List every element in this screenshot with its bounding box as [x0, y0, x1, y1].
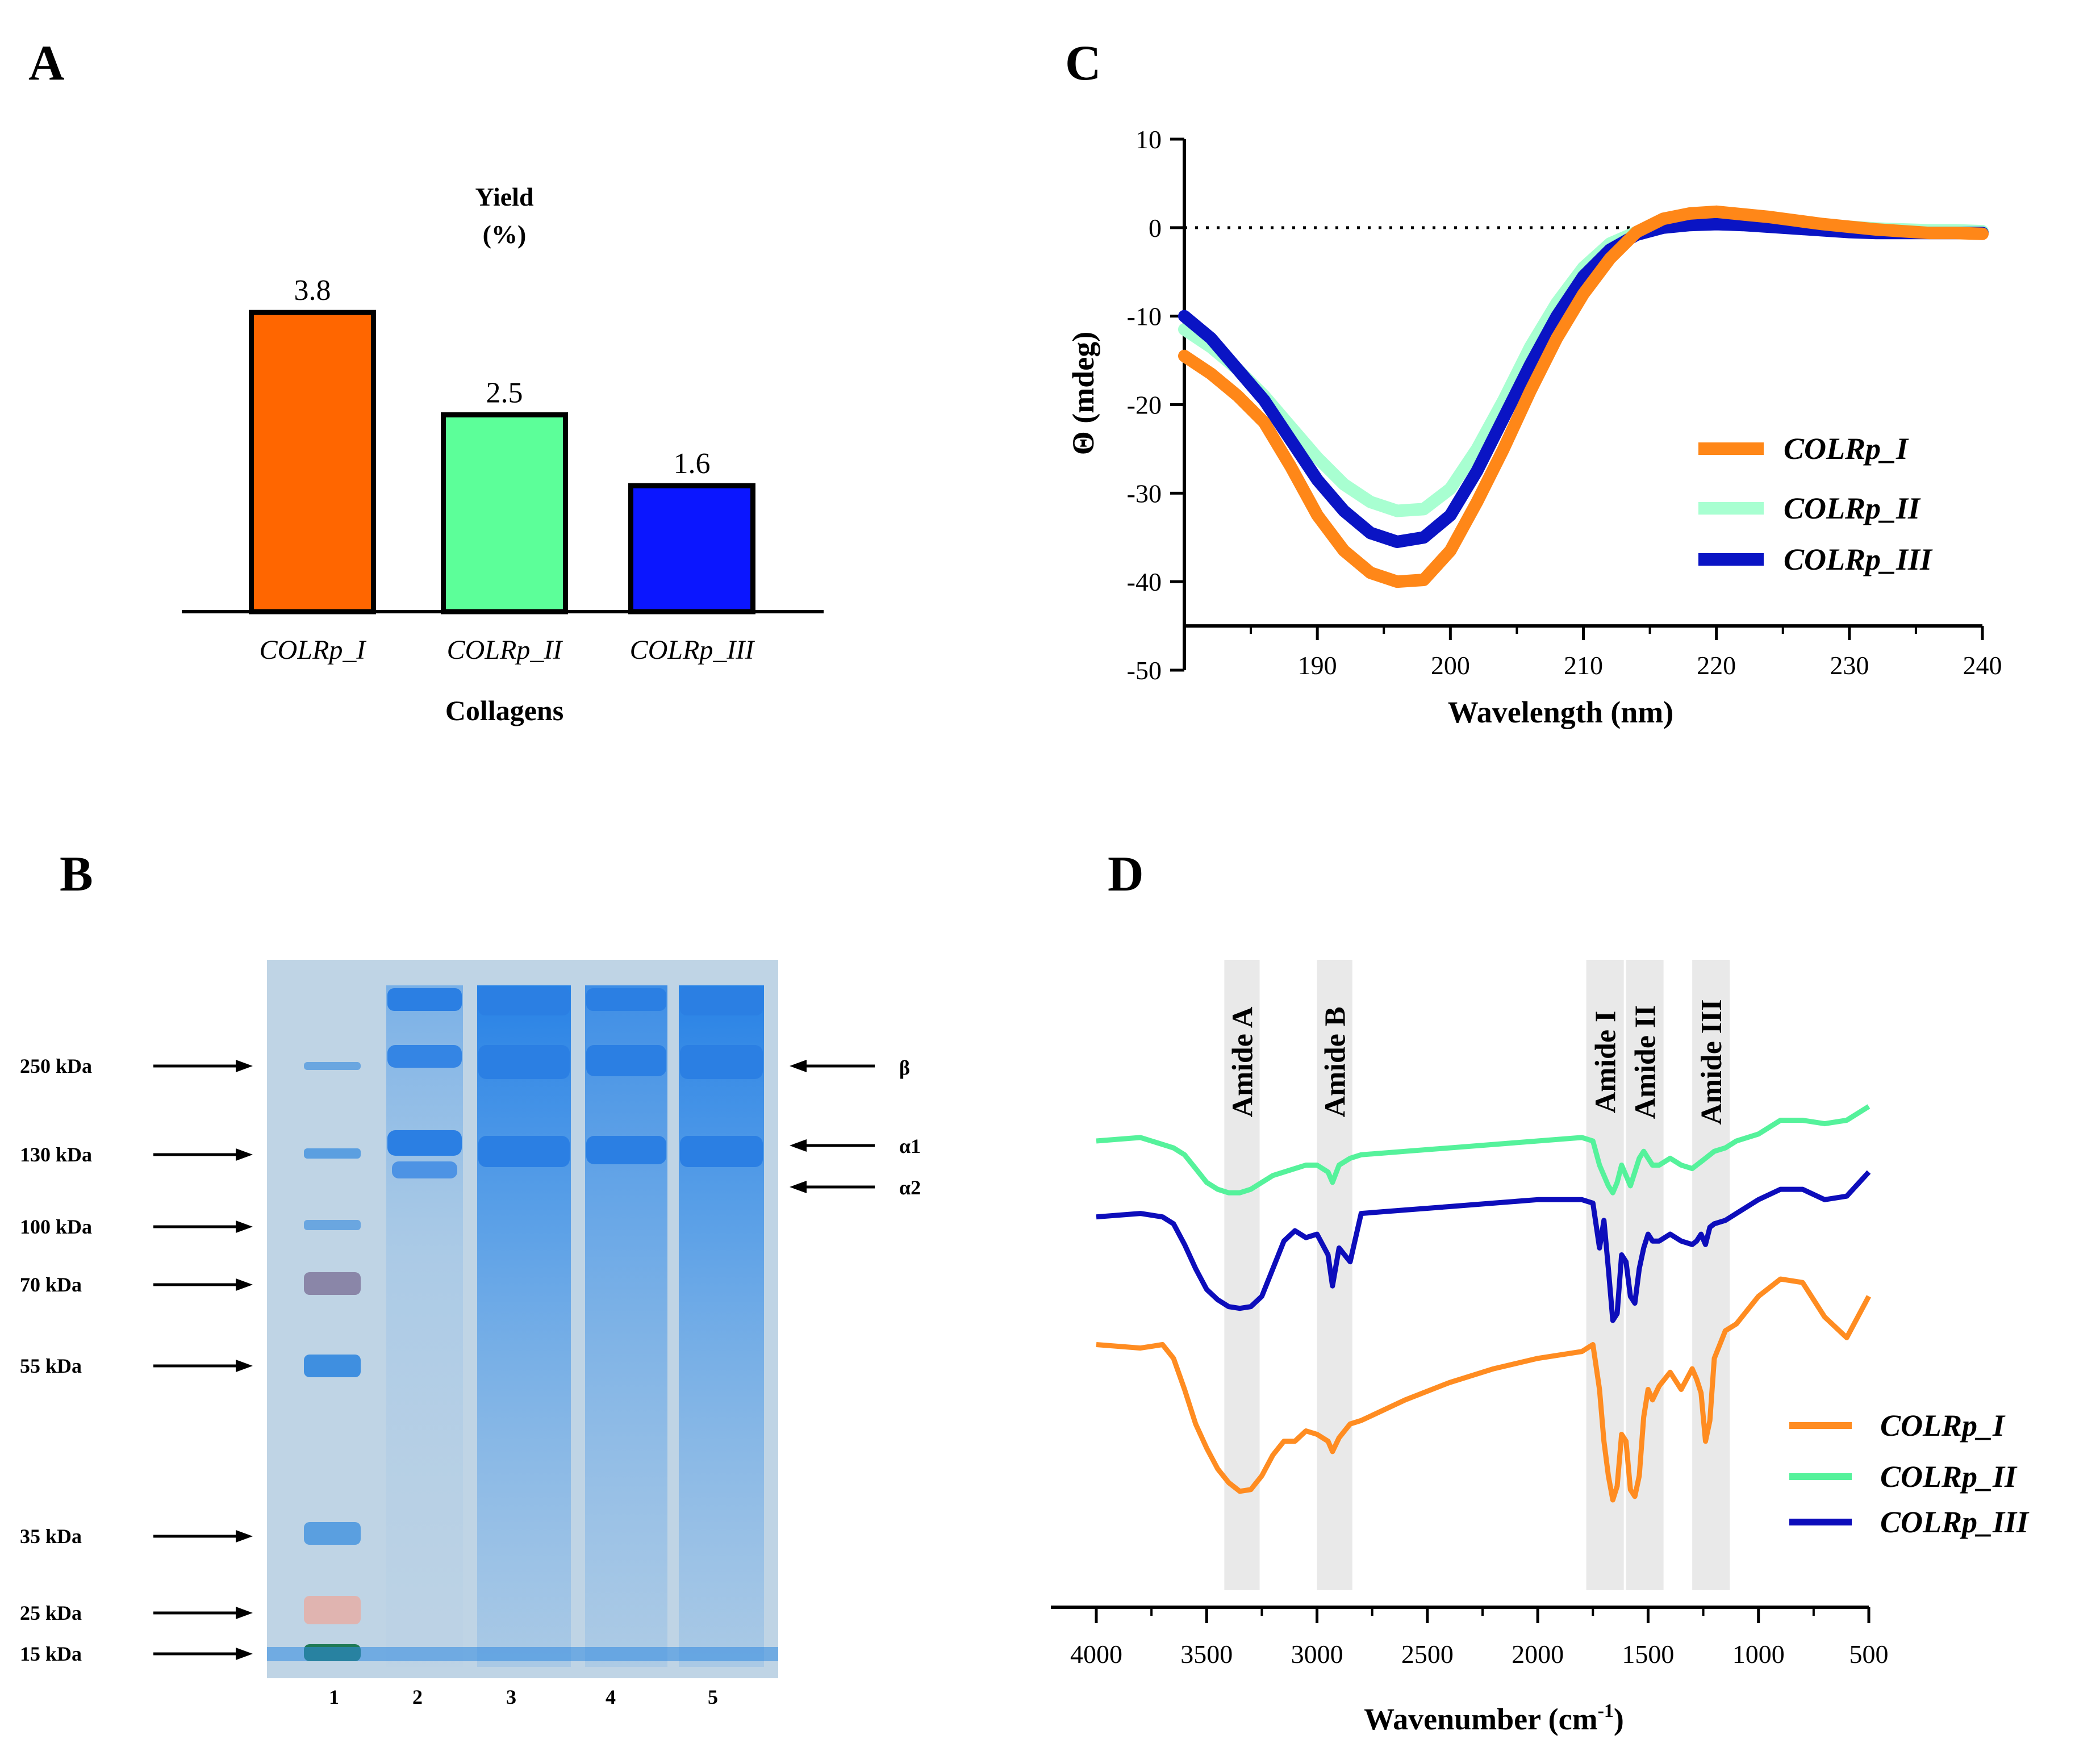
lane-number: 2: [412, 1686, 423, 1708]
x-tick-label: 200: [1431, 651, 1470, 680]
x-tick-label: 240: [1963, 651, 2002, 680]
panel-label-c: C: [1065, 36, 1101, 91]
cd-series-colrp-i: [1178, 205, 1989, 588]
x-tick-label: 3000: [1291, 1640, 1343, 1669]
x-tick-label: 2500: [1401, 1640, 1454, 1669]
y-axis-title: Θ (mdeg): [1066, 332, 1100, 455]
alpha2-label: α2: [899, 1176, 921, 1199]
legend-label: COLRp_II: [1880, 1460, 2018, 1494]
x-tick-label: 2000: [1512, 1640, 1564, 1669]
gel-lane-4: [585, 985, 667, 1667]
marker-arrowhead: [236, 1148, 253, 1161]
amide-band-label: Amide B: [1320, 1007, 1352, 1118]
y-tick-label: -50: [1127, 656, 1162, 685]
category-label: COLRp_I: [260, 635, 367, 665]
ftir-series-colrp-ii: [1096, 1104, 1871, 1195]
gel-bands: [387, 987, 763, 1178]
y-tick-label: 0: [1149, 214, 1162, 243]
x-tick-label: 1000: [1732, 1640, 1785, 1669]
marker-label: 250 kDa: [20, 1055, 92, 1077]
x-tick-label: 230: [1830, 651, 1869, 680]
marker-label: 25 kDa: [20, 1602, 82, 1624]
sds-page-gel: [267, 960, 778, 1678]
amide-band-label: Amide A: [1226, 1006, 1259, 1117]
x-tick-label: 3500: [1180, 1640, 1233, 1669]
y-tick-label: -10: [1127, 302, 1162, 331]
x-axis-title: Wavelength (nm): [1448, 695, 1674, 729]
y-tick-label: 10: [1135, 125, 1162, 154]
ftir-spectrum-chart: Amide A Amide B Amide I Amide II Amide III 40…: [1051, 960, 2030, 1736]
marker-label: 55 kDa: [20, 1355, 82, 1377]
legend-label: COLRp_I: [1880, 1408, 2006, 1443]
marker-labels: 250 kDa 130 kDa 100 kDa 70 kDa 55 kDa 35 kDa 2…: [20, 1055, 253, 1665]
panel-label-b: B: [60, 847, 93, 902]
x-tick-label: 210: [1564, 651, 1603, 680]
beta-label: β: [899, 1056, 910, 1079]
ftir-series-colrp-i: [1096, 1276, 1871, 1503]
lane-numbers: 1 2 3 4 5: [329, 1686, 718, 1708]
lane-number: 1: [329, 1686, 339, 1708]
legend-label: COLRp_III: [1880, 1505, 2030, 1539]
gel-lane-5: [679, 985, 764, 1667]
x-tick-label: 220: [1697, 651, 1736, 680]
amide-band-label: Amide III: [1696, 999, 1728, 1125]
bar-colrp-ii: [441, 412, 568, 615]
bar-value-label: 1.6: [674, 448, 711, 480]
bar-value-label: 2.5: [486, 377, 523, 409]
amide-band-label: Amide I: [1590, 1011, 1622, 1114]
bar-colrp-i: [249, 310, 376, 615]
legend-label: COLRp_II: [1784, 491, 1921, 525]
category-label: COLRp_II: [447, 635, 563, 665]
y-tick-label: -30: [1127, 479, 1162, 508]
marker-arrowhead: [236, 1360, 253, 1372]
yield-title-line1: Yield: [475, 182, 533, 211]
marker-arrowhead: [236, 1220, 253, 1233]
ftir-series-colrp-iii: [1096, 1170, 1871, 1323]
legend-label: COLRp_I: [1784, 432, 1909, 466]
marker-arrowhead: [236, 1530, 253, 1543]
amide-band-label: Amide II: [1630, 1005, 1662, 1119]
panel-label-a: A: [28, 36, 65, 91]
marker-label: 100 kDa: [20, 1215, 92, 1238]
lane-number: 5: [708, 1686, 718, 1708]
marker-label: 70 kDa: [20, 1273, 82, 1296]
gel-dye-front: [267, 1647, 778, 1661]
marker-label: 130 kDa: [20, 1143, 92, 1166]
panel-a: A Yield (%) 3.8 COLRp_I 2.5 COLRp_II 1.6 COLR…: [28, 36, 824, 726]
marker-arrowhead: [236, 1648, 253, 1660]
bar-colrp-iii: [628, 483, 755, 615]
band-annotations: β α1 α2: [790, 1056, 921, 1199]
panel-c: C 10 0 -10 -20 -30 -40 -50 190 200 210 220 230 240 Wa…: [1065, 36, 2002, 729]
lane-number: 3: [506, 1686, 516, 1708]
bar-chart-yield: 3.8 COLRp_I 2.5 COLRp_II 1.6 COLRp_III: [249, 274, 755, 665]
x-tick-label: 500: [1849, 1640, 1889, 1669]
x-tick-label: 190: [1298, 651, 1337, 680]
y-tick-label: -20: [1127, 391, 1162, 420]
x-axis-title: Wavenumber (cm-1): [1364, 1700, 1624, 1736]
category-label: COLRp_III: [630, 635, 755, 665]
gel-lane-2: [386, 985, 463, 1667]
panel-d: D Amide A Amide B Amide I Amide II Amide III…: [1051, 847, 2030, 1736]
amide-band: [1692, 960, 1730, 1590]
legend-label: COLRp_III: [1784, 542, 1933, 576]
marker-arrowhead: [236, 1278, 253, 1291]
x-tick-label: 1500: [1622, 1640, 1674, 1669]
panel-label-d: D: [1108, 847, 1144, 902]
alpha1-label: α1: [899, 1135, 921, 1157]
gel-lane-3: [477, 985, 571, 1667]
y-tick-label: -40: [1127, 567, 1162, 596]
lane-number: 4: [606, 1686, 616, 1708]
x-tick-label: 4000: [1070, 1640, 1122, 1669]
marker-arrowhead: [236, 1060, 253, 1072]
marker-label: 15 kDa: [20, 1642, 82, 1665]
yield-title-line2: (%): [483, 220, 527, 249]
panel-b: B: [20, 847, 921, 1708]
cd-spectrum-chart: 10 0 -10 -20 -30 -40 -50 190 200 210 220 230 240 Wave…: [1066, 125, 2002, 729]
x-axis-title-collagens: Collagens: [445, 695, 563, 726]
marker-label: 35 kDa: [20, 1525, 82, 1548]
bar-value-label: 3.8: [294, 274, 331, 307]
marker-arrowhead: [236, 1607, 253, 1619]
